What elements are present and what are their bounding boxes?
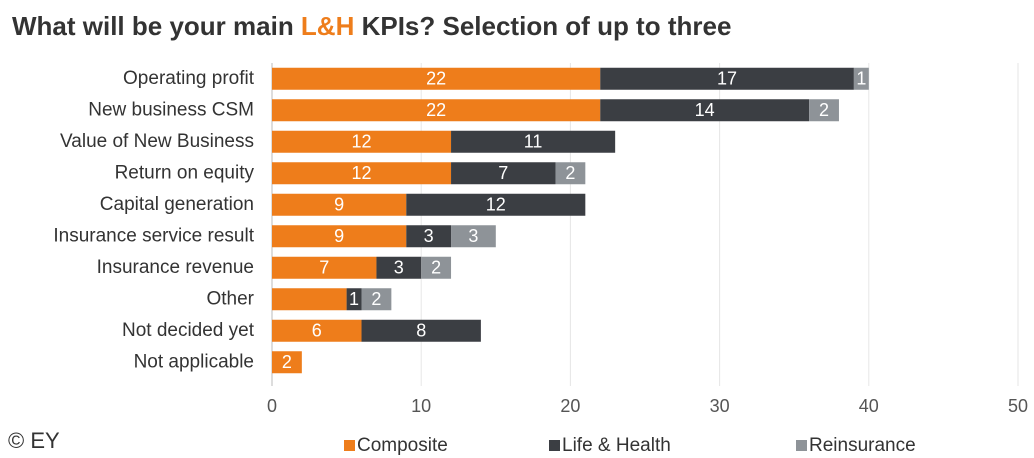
y-tick-label: Capital generation: [100, 194, 254, 215]
bar-segment: [272, 225, 407, 248]
title-part: KPIs? Selection of up to three: [354, 11, 731, 41]
bar-segment: [451, 130, 616, 153]
data-label: 9: [334, 226, 344, 246]
x-tick-label: 50: [1008, 396, 1028, 416]
x-tick-label: 20: [560, 396, 580, 416]
bar-segment: [600, 99, 810, 122]
data-label: 17: [717, 69, 737, 89]
y-tick-label: Not decided yet: [122, 320, 255, 341]
bar-segment: [853, 67, 869, 90]
data-label: 3: [424, 226, 434, 246]
bar-segment: [272, 288, 347, 311]
y-tick-label: Operating profit: [123, 68, 255, 89]
x-tick-label: 40: [859, 396, 879, 416]
x-tick-label: 10: [411, 396, 431, 416]
bar-segment: [272, 67, 601, 90]
bar-segment: [421, 256, 452, 279]
x-tick-label: 0: [267, 396, 277, 416]
bar-segment: [451, 225, 496, 248]
data-label: 1: [856, 69, 866, 89]
data-label: 3: [394, 258, 404, 278]
y-tick-label: Insurance service result: [53, 225, 254, 246]
data-label: 8: [416, 321, 426, 341]
title-part: L&H: [301, 11, 354, 41]
y-tick-label: Value of New Business: [60, 131, 254, 152]
bar-segment: [361, 288, 392, 311]
bar-segment: [809, 99, 839, 122]
data-label: 11: [524, 132, 543, 152]
y-tick-label: New business CSM: [88, 99, 254, 120]
data-label: 1: [349, 289, 359, 309]
data-label: 14: [695, 100, 715, 120]
bar-segment: [346, 288, 362, 311]
bar-segment: [272, 256, 377, 279]
data-label: 2: [819, 100, 829, 120]
y-tick-label: Insurance revenue: [97, 257, 254, 278]
data-label: 2: [371, 289, 381, 309]
bar-segment: [406, 193, 586, 216]
data-label: 3: [468, 226, 478, 246]
x-tick-label: 30: [710, 396, 730, 416]
legend-label: Reinsurance: [809, 435, 916, 456]
bar-segment: [272, 162, 452, 185]
data-label: 6: [312, 321, 322, 341]
bar-segment: [272, 319, 362, 342]
bar-segment: [451, 162, 556, 185]
legend-swatch: [549, 440, 560, 451]
data-label: 9: [334, 195, 344, 215]
data-label: 22: [426, 69, 446, 89]
data-label: 22: [426, 100, 446, 120]
data-label: 12: [352, 132, 372, 152]
data-label: 2: [431, 258, 441, 278]
bar-segment: [361, 319, 481, 342]
bar-segment: [272, 130, 452, 153]
data-label: 7: [319, 258, 329, 278]
data-label: 12: [352, 163, 372, 183]
source: © EY: [8, 428, 60, 453]
title-part: What will be your main: [12, 11, 301, 41]
data-label: 2: [565, 163, 575, 183]
bar-segment: [406, 225, 452, 248]
bar-segment: [272, 351, 302, 374]
bar-segment: [555, 162, 586, 185]
legend-swatch: [344, 440, 355, 451]
legend-label: Life & Health: [562, 435, 671, 456]
bar-segment: [272, 99, 601, 122]
y-tick-label: Return on equity: [115, 162, 255, 183]
y-tick-label: Not applicable: [134, 351, 254, 372]
data-label: 2: [282, 352, 292, 372]
data-label: 7: [498, 163, 508, 183]
data-label: 12: [486, 195, 506, 215]
bar-segment: [272, 193, 407, 216]
chart-title: What will be your main L&H KPIs? Selecti…: [12, 11, 731, 41]
bar-segment: [376, 256, 422, 279]
legend-swatch: [796, 440, 807, 451]
legend-label: Composite: [357, 435, 448, 456]
bar-segment: [600, 67, 854, 90]
y-tick-label: Other: [206, 288, 254, 309]
